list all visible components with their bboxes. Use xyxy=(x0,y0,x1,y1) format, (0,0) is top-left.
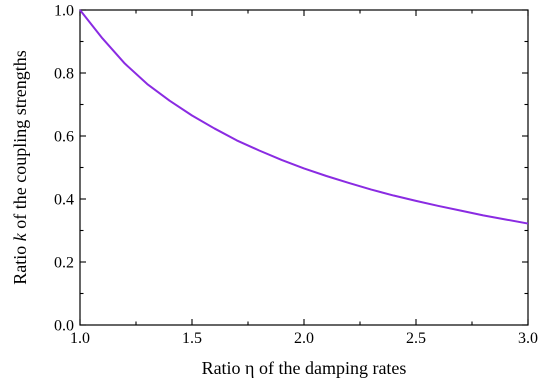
x-tick-label: 3.0 xyxy=(518,330,538,347)
series-layer xyxy=(79,9,529,225)
ticks-layer: 1.0 1.5 2.0 2.5 3.0 0.0 0.2 0.4 0.6 0.8 1.0 xyxy=(54,3,538,348)
y-tick-label: 0.0 xyxy=(54,318,74,335)
y-tick-label: 0.4 xyxy=(54,192,74,209)
x-tick-label: 2.0 xyxy=(294,330,314,347)
x-axis-title: Ratio η of the damping rates xyxy=(202,358,407,378)
y-tick-label: 1.0 xyxy=(54,3,74,20)
y-tick-label: 0.8 xyxy=(54,66,74,83)
y-tick-label: 0.2 xyxy=(54,255,74,272)
y-axis-title-part-2: k xyxy=(10,232,30,241)
x-tick-label: 1.0 xyxy=(70,330,90,347)
y-axis-title: Ratio k of the coupling strengths xyxy=(10,50,30,284)
y-tick-label: 0.6 xyxy=(54,129,74,146)
x-tick-label: 1.5 xyxy=(182,330,202,347)
series-line xyxy=(79,9,529,225)
y-axis-title-part-3: of the coupling strengths xyxy=(10,50,30,233)
y-axis-title-part-1: Ratio xyxy=(10,241,30,285)
x-tick-label: 2.5 xyxy=(406,330,426,347)
